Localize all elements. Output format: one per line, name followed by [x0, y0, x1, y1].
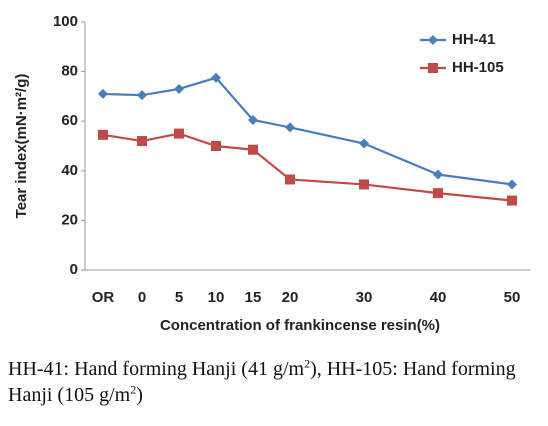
caption-text: ), HH-105: Hand forming Hanji (105 g/m — [8, 358, 516, 406]
point — [359, 179, 369, 190]
y-tick-label: 80 — [61, 63, 78, 80]
point — [433, 169, 443, 180]
y-tick-label: 40 — [61, 162, 78, 179]
y-tick-label: 60 — [61, 112, 78, 129]
caption-sup: 2 — [304, 356, 311, 371]
point — [507, 179, 517, 190]
x-tick-label: OR — [92, 289, 115, 306]
series-line — [102, 76, 513, 186]
point — [211, 141, 221, 151]
caption-sup: 2 — [130, 382, 137, 397]
legend-label: HH-105 — [452, 59, 504, 76]
point — [248, 114, 258, 125]
legend-marker — [428, 35, 438, 45]
point — [98, 129, 108, 140]
point — [507, 195, 517, 206]
point — [285, 174, 295, 185]
point — [248, 144, 258, 155]
y-tick-label: 100 — [53, 13, 78, 30]
point — [137, 90, 147, 101]
point — [98, 88, 108, 99]
point — [137, 136, 147, 147]
x-tick-label: 15 — [245, 289, 262, 306]
x-tick-label: 10 — [208, 289, 225, 306]
point — [285, 122, 295, 133]
x-tick-label: 40 — [430, 289, 447, 306]
legend-label: HH-41 — [452, 31, 495, 48]
y-tick-label: 0 — [70, 261, 78, 278]
caption-text: ) — [136, 384, 143, 406]
x-tick-label: 0 — [138, 289, 146, 306]
x-tick-label: 30 — [356, 289, 373, 306]
y-axis-label: Tear index(mN·m²/g) — [13, 74, 30, 219]
caption: HH-41: Hand forming Hanji (41 g/m2), HH-… — [8, 356, 543, 408]
x-tick-label: 5 — [175, 289, 183, 306]
x-tick-label: 20 — [282, 289, 299, 306]
chart: Concentration of frankincense resin(%) T… — [13, 13, 530, 334]
point — [174, 128, 184, 139]
point — [174, 83, 184, 94]
point — [359, 138, 369, 149]
caption-text: HH-41: Hand forming Hanji (41 g/m — [8, 358, 305, 380]
point — [211, 72, 221, 83]
y-tick-label: 20 — [61, 211, 78, 228]
legend-marker — [428, 63, 438, 73]
point — [433, 188, 443, 199]
series-line — [102, 132, 513, 202]
x-axis-label: Concentration of frankincense resin(%) — [160, 317, 440, 334]
x-tick-label: 50 — [504, 289, 521, 306]
